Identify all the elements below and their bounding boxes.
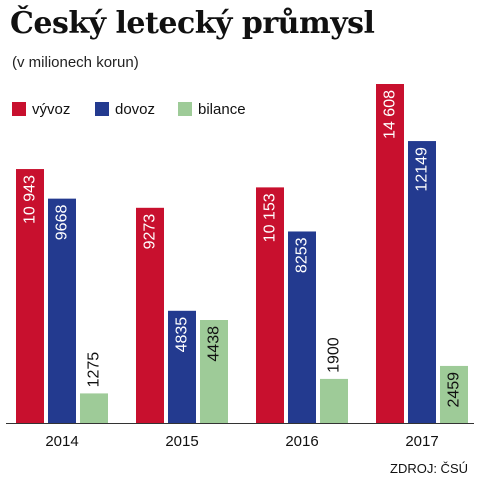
data-label-bilance-2016: 1900 bbox=[326, 337, 343, 373]
bar-vyvoz-2015 bbox=[136, 207, 164, 423]
bar-bilance-2017 bbox=[440, 365, 468, 423]
chart-title: Český letecký průmysl bbox=[10, 6, 375, 41]
data-label-vyvoz-2017: 14 608 bbox=[382, 90, 399, 139]
data-label-dovoz-2016: 8253 bbox=[294, 237, 311, 273]
bar-dovoz-2014 bbox=[48, 198, 76, 423]
data-label-vyvoz-2014: 10 943 bbox=[22, 175, 39, 224]
bar-bilance-2014 bbox=[80, 393, 108, 423]
chart-subtitle: (v milionech korun) bbox=[12, 54, 139, 71]
legend-label-vyvoz: vývoz bbox=[32, 101, 71, 118]
bar-dovoz-2016 bbox=[288, 231, 316, 423]
legend-swatch-dovoz bbox=[95, 102, 109, 116]
bar-vyvoz-2016 bbox=[256, 187, 284, 423]
bar-vyvoz-2014 bbox=[16, 169, 44, 423]
data-label-vyvoz-2016: 10 153 bbox=[262, 193, 279, 242]
source-note: ZDROJ: ČSÚ bbox=[390, 461, 468, 476]
data-label-bilance-2015: 4438 bbox=[206, 326, 223, 362]
data-label-bilance-2014: 1275 bbox=[86, 352, 103, 388]
legend-swatch-vyvoz bbox=[12, 102, 26, 116]
x-tick-label-2014: 2014 bbox=[45, 433, 78, 450]
bar-dovoz-2015 bbox=[168, 310, 196, 423]
bar-vyvoz-2017 bbox=[376, 84, 404, 423]
bar-bilance-2015 bbox=[200, 320, 228, 423]
legend-label-dovoz: dovoz bbox=[115, 101, 156, 118]
data-label-dovoz-2017: 12149 bbox=[414, 147, 431, 192]
legend-label-bilance: bilance bbox=[198, 101, 246, 118]
x-tick-label-2016: 2016 bbox=[285, 433, 318, 450]
data-label-dovoz-2014: 9668 bbox=[54, 205, 71, 241]
legend-swatch-bilance bbox=[178, 102, 192, 116]
x-tick-label-2015: 2015 bbox=[165, 433, 198, 450]
x-tick-label-2017: 2017 bbox=[405, 433, 438, 450]
data-label-vyvoz-2015: 9273 bbox=[142, 214, 159, 250]
data-label-bilance-2017: 2459 bbox=[446, 372, 463, 408]
data-label-dovoz-2015: 4835 bbox=[174, 317, 191, 353]
bar-bilance-2016 bbox=[320, 378, 348, 423]
bar-dovoz-2017 bbox=[408, 141, 436, 423]
